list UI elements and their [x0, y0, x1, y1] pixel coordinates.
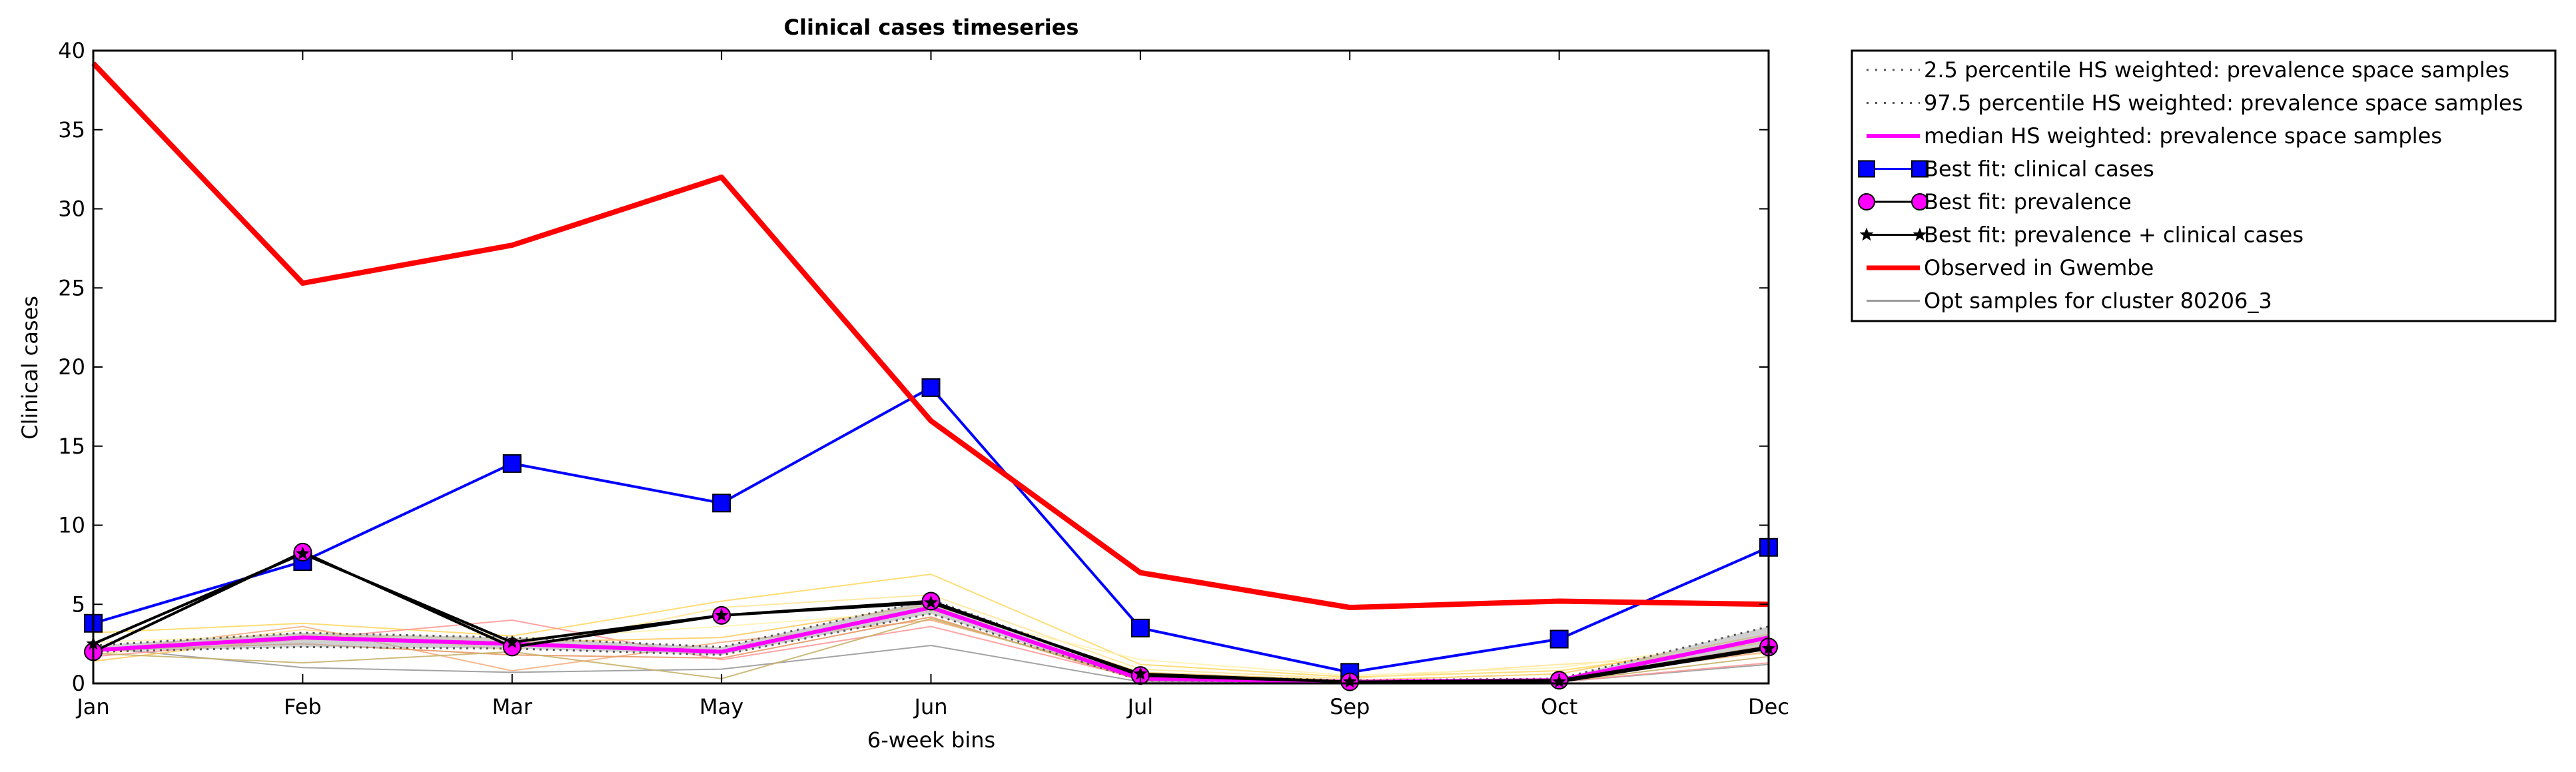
- x-tick-label: Oct: [1541, 694, 1577, 719]
- x-tick-label: Mar: [492, 694, 533, 719]
- clinical-cases-marker: [1549, 629, 1569, 649]
- x-axis-label: 6-week bins: [867, 727, 995, 753]
- y-tick-label: 30: [58, 196, 85, 222]
- series-line-6: [91, 61, 1769, 610]
- legend-label: 97.5 percentile HS weighted: prevalence …: [1924, 91, 2523, 116]
- series-line-5: [93, 552, 1769, 683]
- chart-title: Clinical cases timeseries: [784, 15, 1079, 40]
- x-tick-label: Jan: [75, 694, 109, 719]
- x-tick-label: Jul: [1126, 694, 1154, 719]
- series-line-3: [93, 386, 1769, 674]
- prevalence-clinical-marker: [505, 635, 520, 649]
- legend-marker-circle: [1911, 193, 1929, 210]
- legend-label: 2.5 percentile HS weighted: prevalence s…: [1924, 57, 2509, 83]
- y-tick-label: 20: [58, 354, 85, 380]
- legend-label: Opt samples for cluster 80206_3: [1924, 288, 2272, 314]
- prevalence-clinical-marker: [714, 607, 729, 621]
- prevalence-clinical-marker: [295, 546, 310, 560]
- axes: Jan Feb Mar May Jun Jul Sep Oct Dec 0 5 10 15 20 25 30 3…: [58, 38, 1789, 719]
- y-tick-label: 0: [72, 671, 85, 696]
- opt-sample-line: [93, 617, 1769, 683]
- opt-sample-line: [93, 574, 1769, 678]
- clinical-cases-marker: [1130, 618, 1150, 637]
- x-tick-label: Jun: [913, 694, 948, 719]
- legend-marker-star: [1913, 227, 1927, 241]
- legend: 2.5 percentile HS weighted: prevalence s…: [1851, 49, 2557, 322]
- x-tick-label: Dec: [1748, 694, 1789, 719]
- plot-area: [84, 61, 1778, 691]
- legend-box: [1851, 49, 2557, 322]
- legend-label: Observed in Gwembe: [1924, 255, 2154, 280]
- legend-marker-star: [1859, 227, 1874, 241]
- prevalence-clinical-marker: [1133, 666, 1148, 680]
- x-tick-label: Sep: [1330, 694, 1370, 719]
- legend-marker-circle: [1858, 193, 1875, 210]
- y-axis-label: Clinical cases: [17, 296, 43, 440]
- y-tick-label: 10: [58, 513, 85, 538]
- legend-label: median HS weighted: prevalence space sam…: [1924, 123, 2442, 149]
- y-tick-label: 5: [72, 591, 85, 617]
- legend-label: Best fit: prevalence: [1924, 189, 2132, 214]
- legend-label: Best fit: prevalence + clinical cases: [1924, 222, 2304, 248]
- y-tick-label: 25: [58, 275, 85, 300]
- prevalence-clinical-marker: [924, 595, 938, 609]
- legend-marker-square: [1911, 160, 1929, 178]
- clinical-cases-marker: [502, 454, 522, 473]
- y-tick-label: 35: [58, 117, 85, 143]
- clinical-cases-marker: [712, 494, 731, 513]
- x-tick-label: Feb: [284, 694, 322, 719]
- x-tick-label: May: [699, 694, 743, 719]
- clinical-cases-marker: [921, 378, 941, 397]
- legend-label: Best fit: clinical cases: [1924, 157, 2154, 182]
- plot-frame: [92, 49, 1770, 685]
- legend-marker-square: [1858, 160, 1875, 178]
- y-tick-label: 15: [58, 434, 85, 459]
- y-tick-label: 40: [58, 38, 85, 63]
- percentile-band: [93, 599, 1769, 683]
